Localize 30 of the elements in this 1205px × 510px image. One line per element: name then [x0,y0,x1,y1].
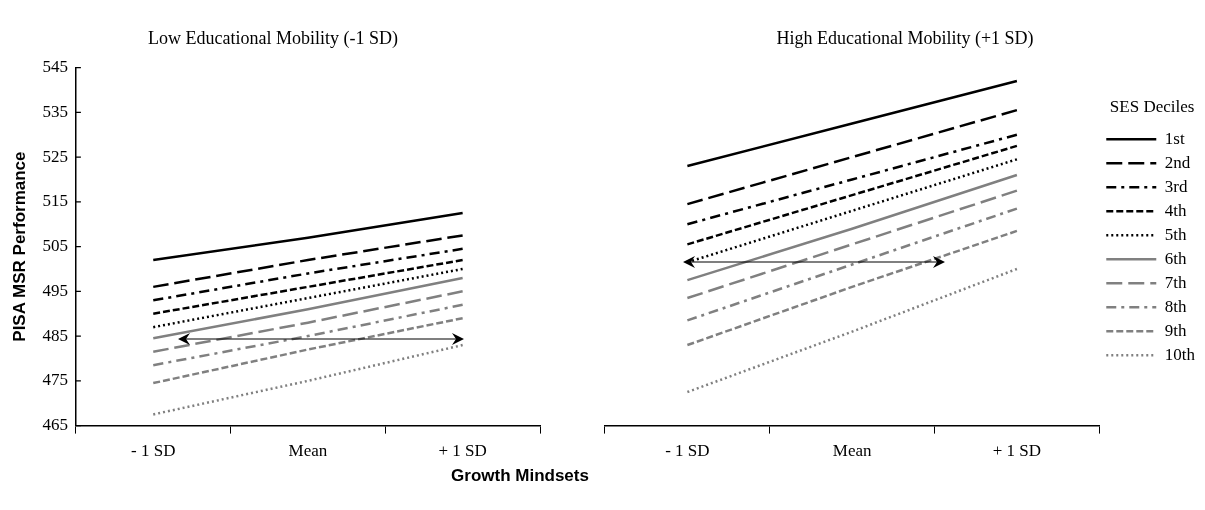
y-tick-label: 495 [42,280,68,300]
legend-label: 5th [1164,224,1187,244]
legend-label: 4th [1164,200,1187,220]
y-tick-label: 475 [42,370,68,390]
y-tick-label: 535 [42,101,68,121]
y-tick-label: 505 [42,236,68,256]
y-axis-title: PISA MSR Performance [9,151,29,342]
y-tick-label: 525 [42,146,68,166]
legend-label: 3rd [1164,176,1188,196]
legend-label: 2nd [1164,152,1191,172]
legend-label: 6th [1164,248,1187,268]
x-tick-label: + 1 SD [992,441,1042,461]
x-tick-label: - 1 SD [665,441,710,461]
legend-label: 1st [1164,128,1185,148]
legend-label: 10th [1164,344,1196,364]
legend-label: 9th [1164,320,1187,340]
x-tick-label: - 1 SD [131,441,176,461]
y-tick-label: 515 [42,191,68,211]
y-tick-label: 545 [42,57,68,77]
legend-title: SES Deciles [1109,97,1195,117]
legend-label: 7th [1164,272,1187,292]
x-tick-label: Mean [288,441,328,461]
chart-title: Low Educational Mobility (-1 SD) [148,27,398,49]
x-tick-label: + 1 SD [438,441,487,461]
chart-title: High Educational Mobility (+1 SD) [776,27,1034,49]
y-tick-label: 485 [42,325,68,345]
x-axis-title: Growth Mindsets [450,466,590,486]
y-tick-label: 465 [42,415,68,435]
legend-label: 8th [1164,296,1187,316]
x-tick-label: Mean [832,441,872,461]
